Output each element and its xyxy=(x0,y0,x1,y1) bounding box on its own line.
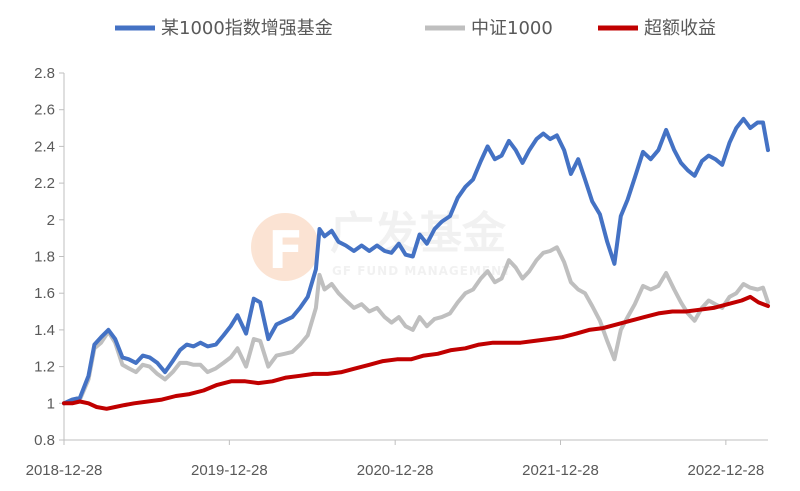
x-tick-label: 2018-12-28 xyxy=(26,462,103,479)
y-tick-label: 2.2 xyxy=(34,175,55,192)
watermark-logo-letter: F xyxy=(268,221,304,281)
x-axis: 2018-12-28 2019-12-28 2020-12-28 2021-12-28… xyxy=(26,439,768,479)
x-tick-label: 2022-12-28 xyxy=(688,462,765,479)
legend-label-2: 超额收益 xyxy=(644,18,716,39)
y-tick-label: 1 xyxy=(47,395,55,412)
y-tick-label: 0.8 xyxy=(34,432,55,449)
x-tick-label: 2019-12-28 xyxy=(191,462,268,479)
y-tick-label: 1.4 xyxy=(34,322,55,339)
legend-label-0: 某1000指数增强基金 xyxy=(161,18,333,39)
legend-label-1: 中证1000 xyxy=(471,18,553,39)
watermark-logo-icon xyxy=(251,213,319,281)
series-layer xyxy=(62,116,770,411)
series-line-1 xyxy=(62,245,770,406)
series-line-0 xyxy=(62,116,770,406)
watermark-en: GF FUND MANAGEMENT xyxy=(332,264,511,278)
x-tick-label: 2020-12-28 xyxy=(357,462,434,479)
y-tick-label: 2 xyxy=(47,212,55,229)
legend: 某1000指数增强基金 中证1000 超额收益 xyxy=(115,18,716,39)
y-tick-label: 2.6 xyxy=(34,102,55,119)
y-tick-label: 1.8 xyxy=(34,249,55,266)
y-tick-label: 1.2 xyxy=(34,359,55,376)
y-tick-label: 1.6 xyxy=(34,285,55,302)
y-tick-label: 2.8 xyxy=(34,65,55,82)
y-axis: 0.8 1 1.2 1.4 1.6 1.8 2 2.2 2.4 2.6 2.8 xyxy=(34,65,65,449)
watermark: F 广发基金 GF FUND MANAGEMENT xyxy=(251,208,511,281)
y-tick-label: 2.4 xyxy=(34,138,55,155)
x-tick-label: 2021-12-28 xyxy=(522,462,599,479)
series-line-2 xyxy=(62,294,770,411)
